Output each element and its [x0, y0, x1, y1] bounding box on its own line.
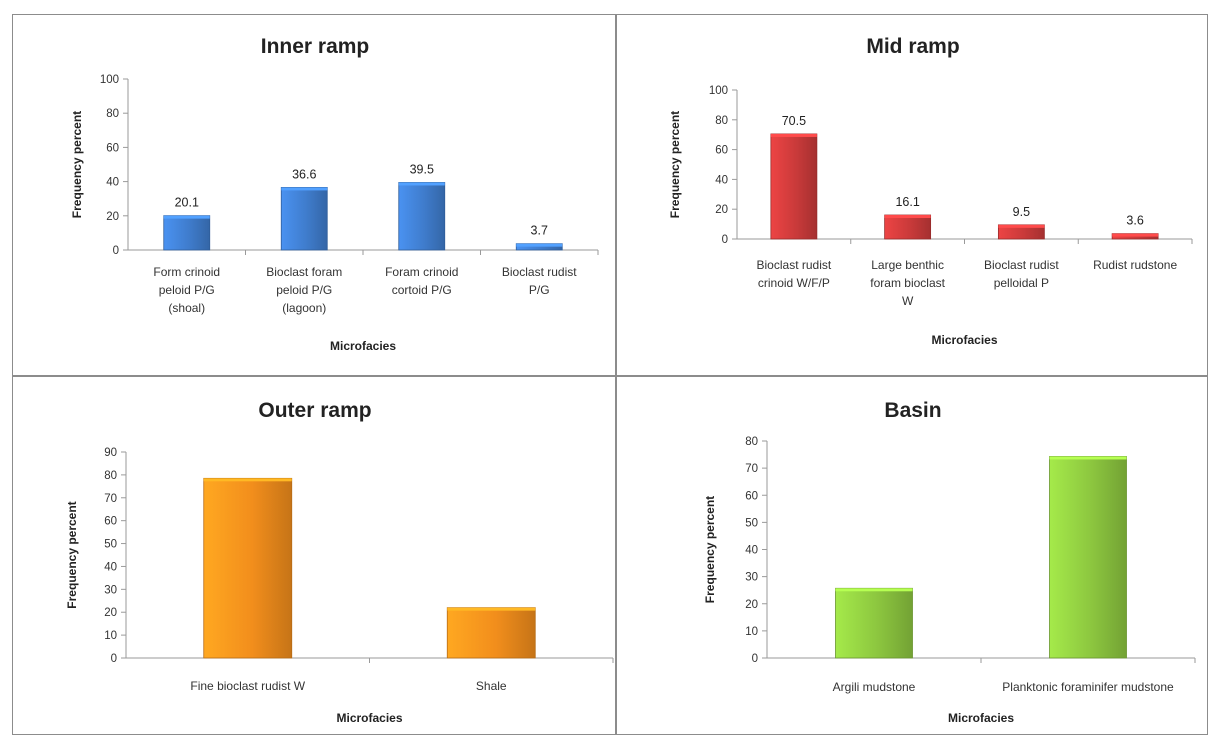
data-label: 39.5	[410, 162, 434, 176]
bar	[163, 215, 211, 251]
y-tick-label: 20	[104, 607, 117, 619]
chart-title: Mid ramp	[866, 35, 959, 58]
data-label: 9.5	[1013, 205, 1030, 219]
bar	[835, 587, 913, 659]
bar-top-highlight	[398, 182, 445, 186]
chart-outer-ramp: Outer ramp 0 10 20 30 40 50 60 70 80 90 Frequency p…	[65, 399, 614, 725]
y-tick-label: 0	[752, 653, 758, 665]
bar	[1049, 456, 1127, 659]
x-category-label: Bioclast rudist P/G	[502, 265, 577, 297]
x-category-label: Argili mudstone	[833, 680, 916, 694]
x-axis-label: Microfacies	[948, 711, 1014, 725]
bar-top-highlight	[1049, 456, 1127, 460]
data-label: 20.1	[175, 196, 199, 210]
bar-top-highlight	[998, 224, 1045, 228]
bar-top-highlight	[770, 133, 817, 137]
y-axis-label: Frequency percent	[703, 496, 717, 603]
y-tick-label: 100	[100, 74, 119, 86]
chart-panel-basin: Basin 0 10 20 30 40 50 60 70 80 Frequency percent A…	[616, 376, 1208, 735]
y-tick-label: 10	[104, 630, 117, 642]
bar-top-highlight	[203, 478, 292, 482]
bar	[770, 133, 818, 240]
x-category-label: Rudist rudstone	[1093, 258, 1177, 272]
bar	[398, 182, 446, 251]
y-tick-label: 40	[106, 177, 119, 189]
chart-inner-ramp: Inner ramp 0 20 40 60 80 100 Frequency percent 2…	[70, 35, 599, 353]
bar	[203, 477, 293, 659]
y-tick-label: 20	[715, 204, 728, 216]
bar-top-highlight	[516, 243, 563, 247]
bar-top-highlight	[281, 187, 328, 191]
chart-title: Outer ramp	[258, 399, 371, 422]
bar	[280, 187, 328, 251]
chart-basin: Basin 0 10 20 30 40 50 60 70 80 Frequency percent A…	[703, 399, 1196, 725]
y-tick-label: 80	[715, 115, 728, 127]
y-tick-label: 0	[113, 245, 119, 257]
chart-panel-mid-ramp: Mid ramp 0 20 40 60 80 100 Frequency percent 70.…	[616, 14, 1208, 376]
y-tick-label: 80	[106, 108, 119, 120]
data-label: 3.7	[531, 224, 548, 238]
data-label: 36.6	[292, 167, 316, 181]
y-tick-label: 50	[745, 517, 758, 529]
chart-panel-outer-ramp: Outer ramp 0 10 20 30 40 50 60 70 80 90 Frequency p…	[12, 376, 616, 735]
x-category-label: Planktonic foraminifer mudstone	[1002, 680, 1174, 694]
bar-top-highlight	[163, 215, 210, 219]
bar-top-highlight	[1112, 233, 1159, 237]
x-axis-label: Microfacies	[330, 339, 396, 353]
y-tick-label: 90	[104, 447, 117, 459]
x-category-label: Large benthic foram bioclast W	[870, 258, 945, 308]
y-tick-label: 40	[745, 545, 758, 557]
bar-top-highlight	[447, 607, 536, 611]
y-tick-label: 60	[745, 490, 758, 502]
x-category-label: Fine bioclast rudist W	[190, 679, 305, 693]
y-tick-label: 30	[745, 572, 758, 584]
chart-title: Basin	[884, 399, 941, 422]
x-category-label: Form crinoid peloid P/G (shoal)	[153, 265, 220, 315]
x-axis-label: Microfacies	[336, 711, 402, 725]
y-tick-label: 50	[104, 539, 117, 551]
x-category-label: Bioclast rudist pelloidal P	[984, 258, 1059, 290]
y-tick-label: 60	[104, 516, 117, 528]
y-tick-label: 40	[104, 561, 117, 573]
x-category-label: Bioclast foram peloid P/G (lagoon)	[266, 265, 342, 315]
y-axis-label: Frequency percent	[70, 111, 84, 218]
bar-top-highlight	[884, 215, 931, 219]
y-axis-label: Frequency percent	[668, 111, 682, 218]
chart-mid-ramp: Mid ramp 0 20 40 60 80 100 Frequency percent 70.…	[668, 35, 1193, 347]
x-category-label: Bioclast rudist crinoid W/F/P	[757, 258, 832, 290]
y-tick-label: 100	[709, 85, 728, 97]
y-axis-label: Frequency percent	[65, 501, 79, 608]
y-tick-label: 20	[745, 599, 758, 611]
y-tick-label: 70	[745, 463, 758, 475]
y-tick-label: 30	[104, 584, 117, 596]
y-tick-label: 70	[104, 493, 117, 505]
x-category-label: Foram crinoid cortoid P/G	[385, 265, 458, 297]
chart-panel-inner-ramp: Inner ramp 0 20 40 60 80 100 Frequency percent 2…	[12, 14, 616, 376]
y-tick-label: 80	[104, 470, 117, 482]
data-label: 16.1	[895, 195, 919, 209]
bar	[446, 607, 536, 659]
x-category-label: Shale	[476, 679, 507, 693]
chart-title: Inner ramp	[261, 35, 370, 58]
y-tick-label: 40	[715, 174, 728, 186]
y-tick-label: 80	[745, 436, 758, 448]
y-tick-label: 10	[745, 626, 758, 638]
y-tick-label: 0	[111, 653, 117, 665]
data-label: 70.5	[782, 114, 806, 128]
y-tick-label: 60	[106, 142, 119, 154]
bar-top-highlight	[835, 588, 913, 592]
bar	[884, 214, 932, 240]
data-label: 3.6	[1126, 214, 1143, 228]
y-tick-label: 20	[106, 211, 119, 223]
y-tick-label: 60	[715, 145, 728, 157]
x-axis-label: Microfacies	[931, 333, 997, 347]
y-tick-label: 0	[722, 234, 728, 246]
